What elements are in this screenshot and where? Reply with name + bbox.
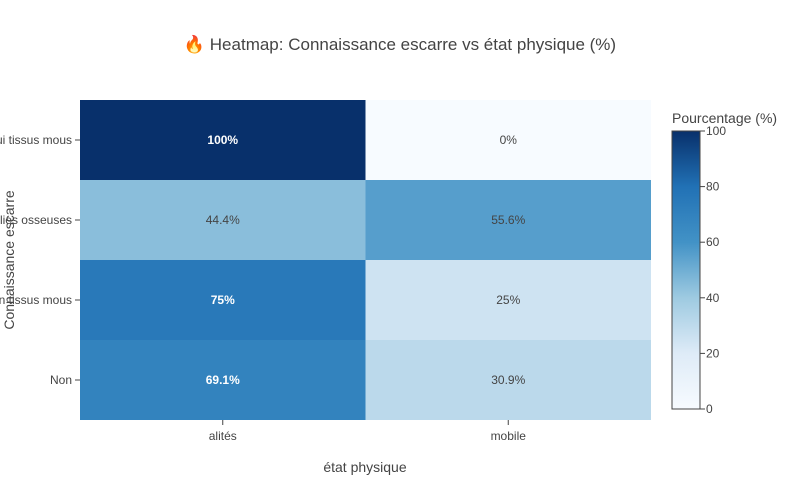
heatmap-cell <box>80 260 366 340</box>
colorbar-tick-label: 20 <box>706 346 720 360</box>
colorbar-tick-label: 80 <box>706 180 720 194</box>
x-axis-title: état physique <box>323 459 406 475</box>
cell-value-label: 0% <box>500 133 518 147</box>
chart-title: 🔥 Heatmap: Connaissance escarre vs état … <box>184 34 616 54</box>
cell-value-label: 25% <box>496 293 520 307</box>
colorbar-ticks: 0 20 40 60 80 100 <box>700 124 726 416</box>
cell-value-label: 100% <box>207 133 238 147</box>
y-tick-label: Non <box>50 373 72 387</box>
heatmap-cell <box>365 180 651 260</box>
y-axis-title: Connaissance escarre <box>1 190 17 330</box>
cell-value-label: 69.1% <box>206 373 240 387</box>
y-tick-labels: Oui tissus mous Oui saillies osseuses Non … <box>0 133 80 387</box>
colorbar-tick-label: 40 <box>706 291 720 305</box>
x-tick-labels: alités mobile <box>209 420 527 443</box>
colorbar-title: Pourcentage (%) <box>672 110 777 126</box>
x-tick-label: alités <box>209 429 237 443</box>
heatmap-cell <box>80 340 366 420</box>
y-tick-label: Oui tissus mous <box>0 133 72 147</box>
colorbar-tick-label: 0 <box>706 402 713 416</box>
heatmap-cell <box>365 340 651 420</box>
y-tick-label: Non tissus mous <box>0 293 72 307</box>
heatmap-cell <box>365 260 651 340</box>
heatmap-cell <box>365 100 651 180</box>
colorbar <box>671 130 701 410</box>
cell-value-label: 30.9% <box>491 373 525 387</box>
cell-value-label: 44.4% <box>206 213 240 227</box>
heatmap-cell <box>80 100 366 180</box>
x-tick-label: mobile <box>491 429 527 443</box>
y-tick-label: Oui saillies osseuses <box>0 213 72 227</box>
heatmap-cells: 100% 0% 44.4% 55.6% 75% 25% 69.1% 30.9% <box>80 100 651 420</box>
colorbar-tick-label: 60 <box>706 235 720 249</box>
cell-value-label: 75% <box>211 293 235 307</box>
heatmap-cell <box>80 180 366 260</box>
cell-value-label: 55.6% <box>491 213 525 227</box>
colorbar-tick-label: 100 <box>706 124 726 138</box>
